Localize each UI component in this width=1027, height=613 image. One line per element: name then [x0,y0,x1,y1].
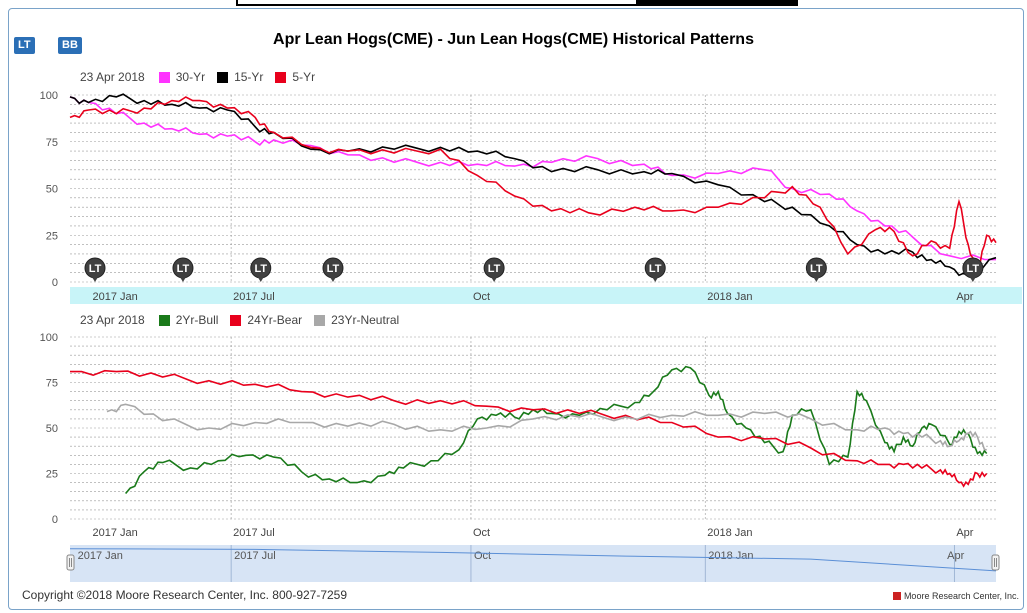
marker-pointer [179,277,186,282]
lt-marker[interactable]: LT [805,257,827,282]
top-legend: 23 Apr 2018 30-Yr 15-Yr 5-Yr [80,70,327,84]
bottom-legend: 23 Apr 2018 2Yr-Bull 24Yr-Bear 23Yr-Neutra… [80,313,411,327]
y-tick-label: 75 [46,378,58,390]
lt-button[interactable]: LT [14,37,35,54]
brand-mark: Moore Research Center, Inc. [892,591,1019,601]
y-tick-label: 100 [40,90,58,102]
legend-label: 24Yr-Bear [247,313,303,327]
marker-label: LT [967,263,980,275]
legend-swatch [230,314,242,326]
marker-pointer [969,277,976,282]
series-line-5-yr [69,96,997,278]
lt-marker[interactable]: LT [483,257,505,282]
chart-frame [8,8,1024,610]
date-band [70,287,1022,304]
legend-item-5-yr[interactable]: 5-Yr [275,70,315,84]
y-tick-label: 25 [46,230,58,242]
brand-text: Moore Research Center, Inc. [903,591,1019,601]
marker-label: LT [254,263,267,275]
marker-label: LT [810,263,823,275]
marker-pointer [329,277,336,282]
x-tick-label: Oct [473,527,490,539]
navigator-label: 2017 Jan [78,550,123,562]
series-line-23yr-neutral [106,403,987,451]
marker-pointer [92,277,99,282]
lt-marker[interactable]: LT [644,257,666,282]
x-tick-label: 2017 Jul [233,291,275,303]
navigator-handle-left[interactable] [66,554,75,571]
navigator-series [69,548,997,572]
top-window-edge [236,0,798,6]
marker-label: LT [177,263,190,275]
copyright-text: Copyright ©2018 Moore Research Center, I… [22,588,348,602]
series-line-24yr-bear [70,369,988,488]
x-tick-label: 2018 Jan [707,527,752,539]
navigator-label: Oct [474,550,491,562]
navigator-label: 2018 Jan [708,550,753,562]
bb-button[interactable]: BB [58,37,82,54]
legend-item-24yr-bear[interactable]: 24Yr-Bear [230,313,302,327]
x-tick-label: Apr [956,291,973,303]
legend-label: 30-Yr [175,70,206,84]
marker-pointer [491,277,498,282]
legend-item-15-yr[interactable]: 15-Yr [217,70,263,84]
legend-swatch [217,71,229,83]
legend-label: 5-Yr [292,70,316,84]
series-line-15-yr [69,93,997,278]
y-tick-label: 50 [46,423,58,435]
lt-marker[interactable]: LT [322,257,344,282]
legend-date: 23 Apr 2018 [80,70,145,84]
lt-marker[interactable]: LT [172,257,194,282]
brand-logo-icon [892,592,901,600]
y-tick-label: 0 [52,277,58,289]
legend-label: 23Yr-Neutral [331,313,400,327]
legend-swatch [314,314,326,326]
legend-date: 23 Apr 2018 [80,313,145,327]
legend-swatch [158,71,170,83]
lt-marker[interactable]: LT [962,257,984,282]
legend-swatch [275,71,287,83]
lt-marker[interactable]: LT [250,257,272,282]
y-tick-label: 75 [46,137,58,149]
lt-marker[interactable]: LT [84,257,106,282]
legend-swatch [158,314,170,326]
navigator-area [70,545,996,582]
navigator-label: Apr [947,550,964,562]
x-tick-label: Apr [956,527,973,539]
marker-label: LT [649,263,662,275]
y-tick-label: 0 [52,514,58,526]
series-line-30-yr [69,96,997,261]
legend-item-2yr-bull[interactable]: 2Yr-Bull [158,313,219,327]
marker-label: LT [488,263,501,275]
legend-item-23yr-neutral[interactable]: 23Yr-Neutral [314,313,399,327]
marker-label: LT [327,263,340,275]
legend-item-30-yr[interactable]: 30-Yr [158,70,206,84]
legend-label: 15-Yr [234,70,264,84]
x-tick-label: 2017 Jan [93,527,138,539]
x-tick-label: 2018 Jan [707,291,752,303]
chart-title: Apr Lean Hogs(CME) - Jun Lean Hogs(CME) … [273,31,754,48]
y-tick-label: 50 [46,184,58,196]
navigator-label: 2017 Jul [234,550,276,562]
series-line-2yr-bull [124,365,988,495]
y-tick-label: 25 [46,469,58,481]
marker-pointer [257,277,264,282]
x-tick-label: Oct [473,291,490,303]
x-tick-label: 2017 Jan [93,291,138,303]
marker-label: LT [89,263,102,275]
legend-label: 2Yr-Bull [175,313,219,327]
marker-pointer [652,277,659,282]
y-tick-label: 100 [40,332,58,344]
x-tick-label: 2017 Jul [233,527,275,539]
marker-pointer [813,277,820,282]
navigator-handle-right[interactable] [991,554,1000,571]
